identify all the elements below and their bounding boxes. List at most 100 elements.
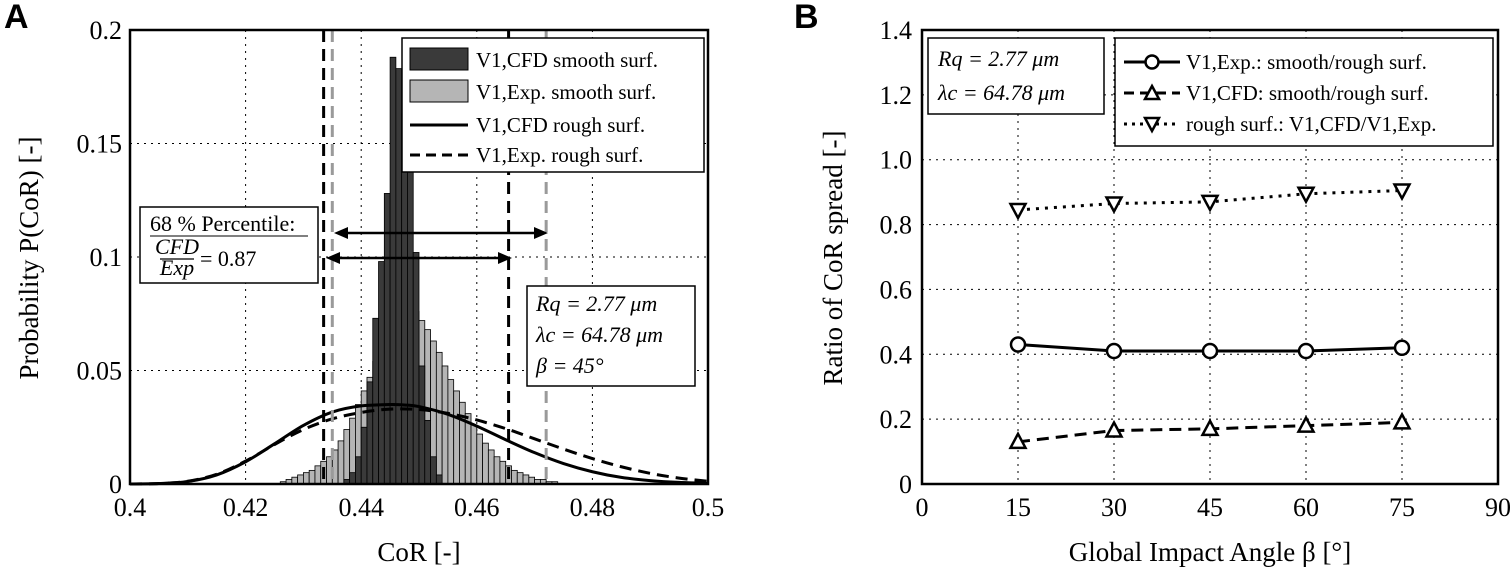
arrow-head-left [334, 227, 348, 239]
parameter-box-frame [927, 37, 1105, 115]
exp-histogram-bar [435, 351, 443, 485]
exp-histogram-bar [470, 424, 478, 485]
legend-item-cfd-smooth: V1,CFD smooth surf. [476, 48, 658, 72]
data-point-circle [1297, 342, 1315, 360]
x-tick-label: 0.42 [223, 493, 269, 522]
y-tick-label: 0.8 [880, 211, 913, 240]
legend-marker-triangle-down [1142, 116, 1162, 134]
x-tick-label: 60 [1293, 493, 1319, 522]
param-lambda: λc = 64.78 μm [937, 80, 1065, 105]
legend-swatch-cfd-smooth [409, 47, 469, 71]
legend-item-rough-ratio: rough surf.: V1,CFD/V1,Exp. [1186, 112, 1436, 136]
percentile-title: 68 % Percentile: [150, 211, 295, 236]
exp-histogram-bar [476, 433, 483, 485]
data-point-circle [1009, 336, 1027, 353]
data-point-triangle-up [1104, 419, 1124, 438]
percentile-value: = 0.87 [200, 246, 256, 271]
cfd-histogram-bar [389, 56, 397, 485]
cfd-histogram-bar [360, 426, 368, 485]
y-tick-label: 1.2 [880, 81, 913, 110]
panel-b-ylabel: Ratio of CoR spread [-] [818, 131, 848, 386]
cfd-histogram-bar [383, 193, 391, 485]
x-tick-label: 0.4 [114, 493, 147, 522]
arrow-head-right [498, 252, 512, 264]
percentile-fraction-numerator: CFD [155, 234, 199, 259]
x-tick-label: 30 [1101, 493, 1127, 522]
panel-b-plot-frame [920, 28, 1500, 486]
legend-marker-circle [1144, 54, 1160, 70]
arrow-head-left [326, 252, 340, 264]
y-tick-label: 0.05 [77, 357, 123, 386]
x-tick-label: 0.44 [338, 493, 384, 522]
data-point-triangle-up [1392, 411, 1412, 430]
x-tick-label: 0 [916, 493, 929, 522]
panel-a-letter: A [4, 0, 29, 36]
panel-a-ticks: 0.4 0.42 0.44 0.46 0.48 0.5 0 0.05 0.1 0.15 0.2 [77, 16, 725, 522]
x-tick-label: 0.48 [570, 493, 616, 522]
exp-histogram-bar [516, 472, 524, 485]
panel-a-plot-frame [128, 28, 710, 486]
x-tick-label: 45 [1197, 493, 1223, 522]
y-tick-label: 0 [899, 470, 912, 499]
cfd-histogram-bar [418, 365, 426, 485]
data-point-triangle-down [1296, 186, 1316, 205]
panel-b-xlabel: Global Impact Angle β [°] [1069, 537, 1351, 567]
exp-histogram-bar [343, 429, 351, 485]
data-point-triangle-down [1392, 183, 1412, 202]
data-point-circle [1201, 342, 1219, 360]
legend-marker-triangle-up [1142, 83, 1162, 101]
data-point-triangle-up [1008, 431, 1028, 450]
exp-histogram-bar [487, 449, 495, 485]
y-tick-label: 0.2 [880, 405, 913, 434]
y-tick-label: 0 [109, 470, 122, 499]
panel-b: B 0 15 30 45 60 75 90 0 0.2 0.4 0.6 0.8 1.0 1.2 1.4 Gl… [794, 0, 1511, 567]
legend-item-exp-smooth: V1,Exp. smooth surf. [476, 80, 656, 104]
percentile-fraction-denominator: Exp [159, 255, 194, 280]
panel-b-ticks: 0 15 30 45 60 75 90 0 0.2 0.4 0.6 0.8 1.0 1.2 1.4 [880, 16, 1512, 522]
exp-histogram-bar [337, 440, 345, 485]
panel-b-legend: V1,Exp.: smooth/rough surf. V1,CFD: smoo… [1114, 37, 1494, 147]
x-tick-label: 0.46 [454, 493, 500, 522]
data-point-triangle-up [1296, 414, 1316, 433]
data-point-triangle-down [1008, 202, 1028, 221]
exp-histogram-bar [314, 465, 322, 485]
cfd-histogram-bar [395, 68, 403, 485]
data-point-circle [1393, 339, 1411, 357]
panel-a-rough-curves [129, 403, 709, 486]
percentile-box-frame [139, 206, 319, 284]
exp-histogram-bar [499, 460, 507, 485]
data-point-circle [1105, 342, 1123, 360]
cfd-histogram-bar [424, 420, 431, 485]
cfd-histogram-bar [366, 381, 374, 485]
exp-histogram-bar [482, 442, 489, 485]
data-point-triangle-down [1200, 194, 1220, 213]
data-point-triangle-down [1104, 196, 1124, 215]
legend-item-cfd-rough: V1,CFD rough surf. [476, 113, 645, 137]
exp-histogram-bar [447, 379, 455, 485]
panel-a: A 0.4 0.42 0.44 0.46 0.48 0.500.050.10.150.2 … [4, 0, 724, 567]
y-tick-label: 0.15 [77, 130, 123, 159]
panel-b-series [1008, 183, 1412, 450]
exp-histogram-bar [297, 474, 304, 485]
panel-b-letter: B [794, 0, 819, 36]
y-tick-label: 0.2 [90, 16, 123, 45]
exp-histogram-bar [308, 469, 316, 485]
data-point-triangle-up [1200, 418, 1220, 437]
cfd-histogram-bar [430, 456, 437, 485]
panel-a-cfd-histogram [343, 56, 443, 485]
y-tick-label: 0.6 [880, 275, 913, 304]
parameter-box-frame [526, 285, 696, 387]
cfd-histogram-bar [349, 472, 356, 485]
x-tick-label: 75 [1389, 493, 1415, 522]
arrow-head-right [534, 227, 548, 239]
exp-histogram-bar [511, 469, 518, 485]
cfd-histogram-bar [435, 474, 443, 485]
cfd-histogram-bar [378, 261, 385, 485]
exp-histogram-bar [522, 474, 530, 485]
exp-histogram-bar [453, 390, 460, 485]
exp-histogram-bar [441, 365, 449, 485]
cfd-histogram-bar [355, 456, 362, 485]
param-rq: Rq = 2.77 μm [937, 46, 1059, 71]
panel-a-xlabel: CoR [-] [377, 537, 460, 567]
